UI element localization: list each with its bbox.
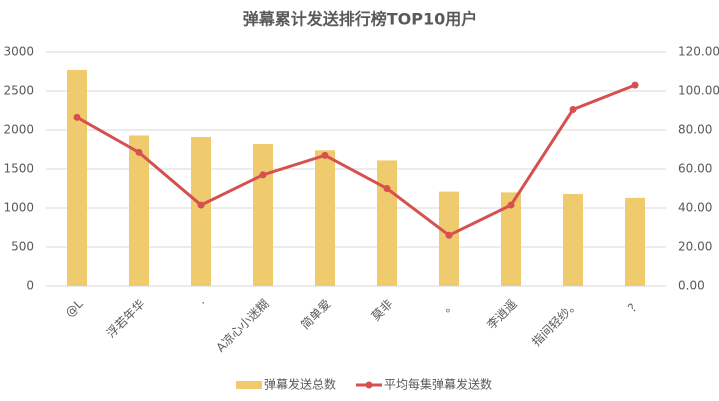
- y-tick-label: 2000: [3, 123, 34, 137]
- x-tick-label: 莫非: [369, 297, 396, 324]
- y2-tick-label: 20.00: [678, 240, 712, 254]
- x-tick-label: A凉心小迷糊: [213, 296, 272, 355]
- bar: [67, 69, 87, 286]
- y2-tick-label: 40.00: [678, 201, 712, 215]
- x-tick-label: 简单爱: [298, 297, 333, 332]
- bar: [377, 160, 397, 286]
- line-point: [383, 185, 391, 192]
- y-tick-label: 0: [26, 279, 34, 293]
- y-tick-label: 1500: [3, 162, 34, 176]
- x-tick-label: 。: [439, 297, 457, 315]
- x-tick-label: ·: [197, 297, 210, 310]
- bar: [501, 192, 521, 286]
- bar: [563, 193, 583, 286]
- line-point: [507, 201, 515, 209]
- x-tick-label: ？: [625, 297, 643, 315]
- bar: [129, 135, 149, 286]
- bar: [315, 150, 335, 286]
- x-tick-label: @L: [62, 296, 85, 319]
- line-point: [135, 148, 143, 156]
- bar: [625, 197, 645, 286]
- line-point: [631, 81, 639, 89]
- y-tick-label: 500: [11, 240, 34, 254]
- legend-label: 平均每集弹幕发送数: [384, 377, 492, 392]
- bar: [439, 191, 459, 286]
- line: [76, 83, 636, 238]
- line-point: [569, 106, 577, 114]
- x-tick-label: 浮若年华: [104, 297, 148, 341]
- y-tick-label: 2500: [3, 84, 34, 98]
- y-tick-label: 3000: [3, 45, 34, 59]
- line-point: [321, 151, 329, 159]
- line-point: [259, 171, 267, 179]
- y2-tick-label: 60.00: [678, 162, 712, 176]
- legend-label: 弹幕发送总数: [264, 377, 336, 392]
- chart-title: 弹幕累计发送排行榜TOP10用户: [243, 10, 478, 29]
- legend-swatch: [236, 381, 262, 389]
- line-point: [445, 231, 453, 239]
- y2-tick-label: 100.00: [678, 84, 719, 98]
- y-tick-label: 1000: [3, 201, 34, 215]
- line-point: [197, 201, 205, 209]
- bar: [191, 137, 211, 286]
- y2-tick-label: 0.00: [678, 279, 705, 293]
- line-point: [73, 113, 81, 121]
- y2-tick-label: 120.00: [678, 45, 719, 59]
- bar: [253, 144, 273, 286]
- y2-tick-label: 80.00: [678, 123, 712, 137]
- x-tick-label: 指间轻纱。: [529, 296, 582, 349]
- legend-swatch: [365, 381, 373, 389]
- x-tick-label: 李逍遥: [484, 296, 520, 332]
